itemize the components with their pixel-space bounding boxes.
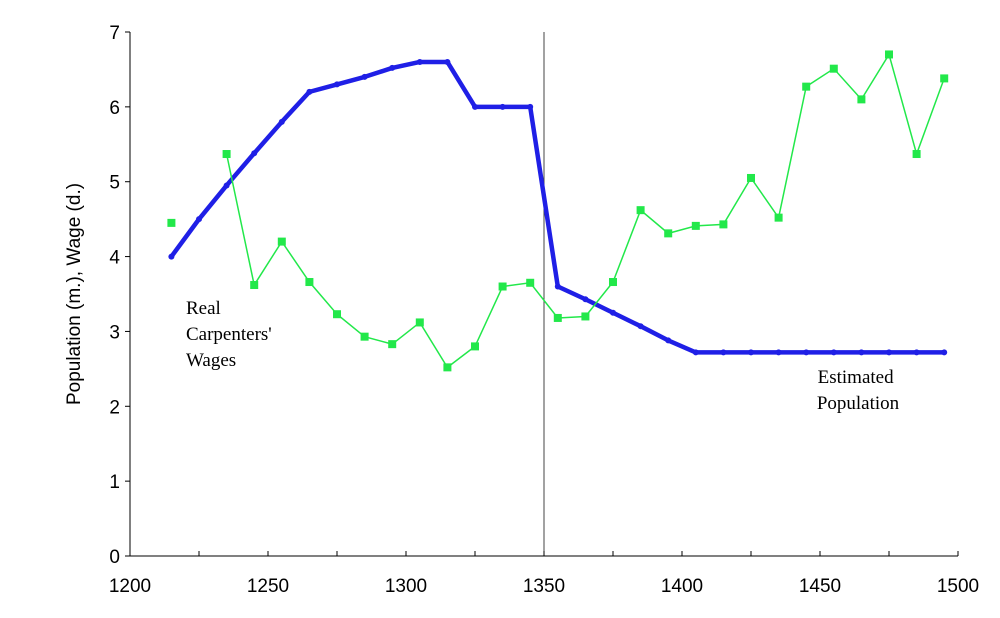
wages-point (443, 363, 452, 372)
population-point (582, 296, 589, 303)
wages-point (636, 206, 645, 215)
y-tick-label: 4 (109, 248, 120, 269)
population-point (444, 58, 451, 65)
wages-point (526, 278, 535, 287)
wages-point (250, 281, 259, 290)
wages-point (360, 332, 369, 341)
wages-point (857, 95, 866, 104)
x-tick-label: 1300 (385, 576, 427, 597)
x-tick-label: 1250 (247, 576, 289, 597)
population-point (416, 58, 423, 65)
population-point (941, 349, 948, 356)
population-point (692, 349, 699, 356)
population-annotation: Estimated Population (817, 367, 900, 414)
population-point (527, 103, 534, 110)
population-point (748, 349, 754, 356)
wages-point (498, 282, 507, 291)
wages-point (747, 173, 755, 182)
wages-annotation-line-3: Wages (186, 350, 236, 371)
y-tick-label: 0 (109, 547, 120, 568)
population-point (858, 349, 865, 356)
population-point (913, 349, 920, 356)
wages-point (305, 278, 314, 287)
y-tick-label: 6 (109, 98, 120, 119)
plot-area: 1200 1250 1300 1350 1400 1450 1500 0 1 2 3 4 5 6 7 (109, 23, 979, 597)
population-annotation-line-2: Population (817, 393, 900, 414)
wages-point (167, 218, 176, 227)
wages-annotation-line-1: Real (186, 298, 221, 319)
wages-point (802, 82, 811, 91)
y-tick-label: 2 (109, 397, 120, 418)
wages-annotation: Real Carpenters' Wages (186, 298, 276, 371)
population-point (886, 349, 892, 356)
wages-point (609, 278, 617, 287)
population-point (361, 73, 368, 80)
wages-point (664, 229, 673, 238)
x-axis-ticks: 1200 1250 1300 1350 1400 1450 1500 (109, 551, 979, 597)
wages-point (885, 50, 893, 59)
population-point (803, 349, 810, 356)
wages-point (581, 312, 590, 321)
wages-point (333, 310, 341, 319)
wages-point (940, 74, 949, 83)
population-point (499, 103, 506, 110)
wages-point (388, 340, 397, 349)
y-tick-label: 3 (109, 322, 120, 343)
y-tick-label: 7 (109, 23, 120, 44)
population-point (610, 309, 616, 316)
population-line (169, 59, 947, 355)
population-point (306, 88, 313, 95)
x-tick-label: 1450 (799, 576, 841, 597)
population-point (334, 81, 340, 88)
y-axis-ticks: 0 1 2 3 4 5 6 7 (109, 23, 130, 568)
population-point (389, 64, 396, 71)
population-point (665, 337, 672, 344)
wages-point (691, 221, 700, 230)
wages-point (719, 220, 728, 229)
population-point (720, 349, 727, 356)
y-axis-label: Population (m.), Wage (d.) (64, 183, 85, 405)
y-tick-label: 5 (109, 173, 120, 194)
wages-annotation-line-2: Carpenters' (186, 324, 272, 345)
wages-point (829, 64, 838, 73)
population-point (830, 349, 837, 356)
wages-point (774, 213, 783, 222)
population-point (637, 323, 644, 330)
wages-point (912, 150, 921, 159)
wages-point (222, 150, 231, 159)
series-layer (167, 50, 949, 372)
population-point (278, 118, 285, 125)
population-point (251, 150, 258, 157)
population-point (775, 349, 782, 356)
wages-point (415, 318, 424, 327)
x-tick-label: 1400 (661, 576, 703, 597)
population-point (168, 253, 175, 260)
population-point (472, 103, 478, 110)
population-point (554, 283, 561, 290)
x-tick-label: 1350 (523, 576, 565, 597)
wages-point (277, 237, 286, 246)
x-tick-label: 1200 (109, 576, 151, 597)
y-tick-label: 1 (109, 472, 120, 493)
x-tick-label: 1500 (937, 576, 979, 597)
population-annotation-line-1: Estimated (818, 367, 894, 388)
wages-point (553, 313, 562, 322)
population-point (196, 216, 202, 223)
wages-point (471, 342, 479, 351)
population-point (223, 182, 230, 189)
